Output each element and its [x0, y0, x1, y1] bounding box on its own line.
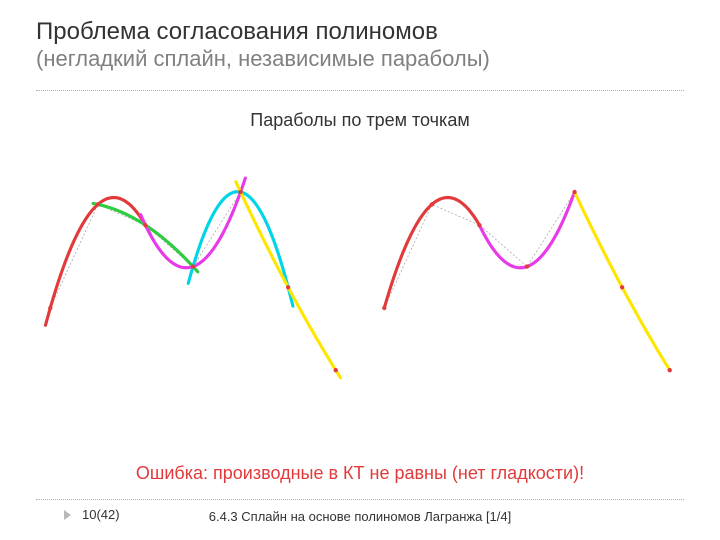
parabola-yellow: [236, 182, 341, 378]
title-line-2: (негладкий сплайн, независимые параболы): [36, 46, 684, 72]
divider-top: [36, 90, 684, 91]
parabola-yellow: [575, 192, 670, 370]
control-point: [191, 264, 195, 268]
parabola-cyan: [188, 192, 293, 306]
control-point: [238, 190, 242, 194]
control-point: [334, 368, 338, 372]
parabola-magenta: [141, 178, 246, 268]
parabola-red: [384, 198, 479, 308]
parabola-green: [93, 204, 198, 272]
parabola-magenta: [479, 192, 574, 268]
control-point: [382, 306, 386, 310]
parabola-red: [46, 198, 151, 326]
chart-area: [36, 134, 684, 424]
title-line-1: Проблема согласования полиномов: [36, 18, 684, 46]
control-point: [572, 190, 576, 194]
footer-caption: 6.4.3 Сплайн на основе полиномов Лагранж…: [0, 509, 720, 524]
control-point: [286, 285, 290, 289]
control-point: [668, 368, 672, 372]
slide-title: Проблема согласования полиномов (негладк…: [36, 18, 684, 72]
control-point: [96, 202, 100, 206]
control-point: [430, 202, 434, 206]
chart-subtitle: Параболы по трем точкам: [0, 110, 720, 131]
error-message: Ошибка: производные в КТ не равны (нет г…: [0, 463, 720, 484]
left-chart: [36, 134, 350, 424]
control-point: [525, 264, 529, 268]
control-point: [620, 285, 624, 289]
control-point: [143, 223, 147, 227]
guide-polyline: [384, 192, 669, 370]
divider-bottom: [36, 499, 684, 500]
guide-polyline: [50, 192, 335, 370]
control-point: [48, 306, 52, 310]
right-chart: [370, 134, 684, 424]
control-point: [477, 223, 481, 227]
